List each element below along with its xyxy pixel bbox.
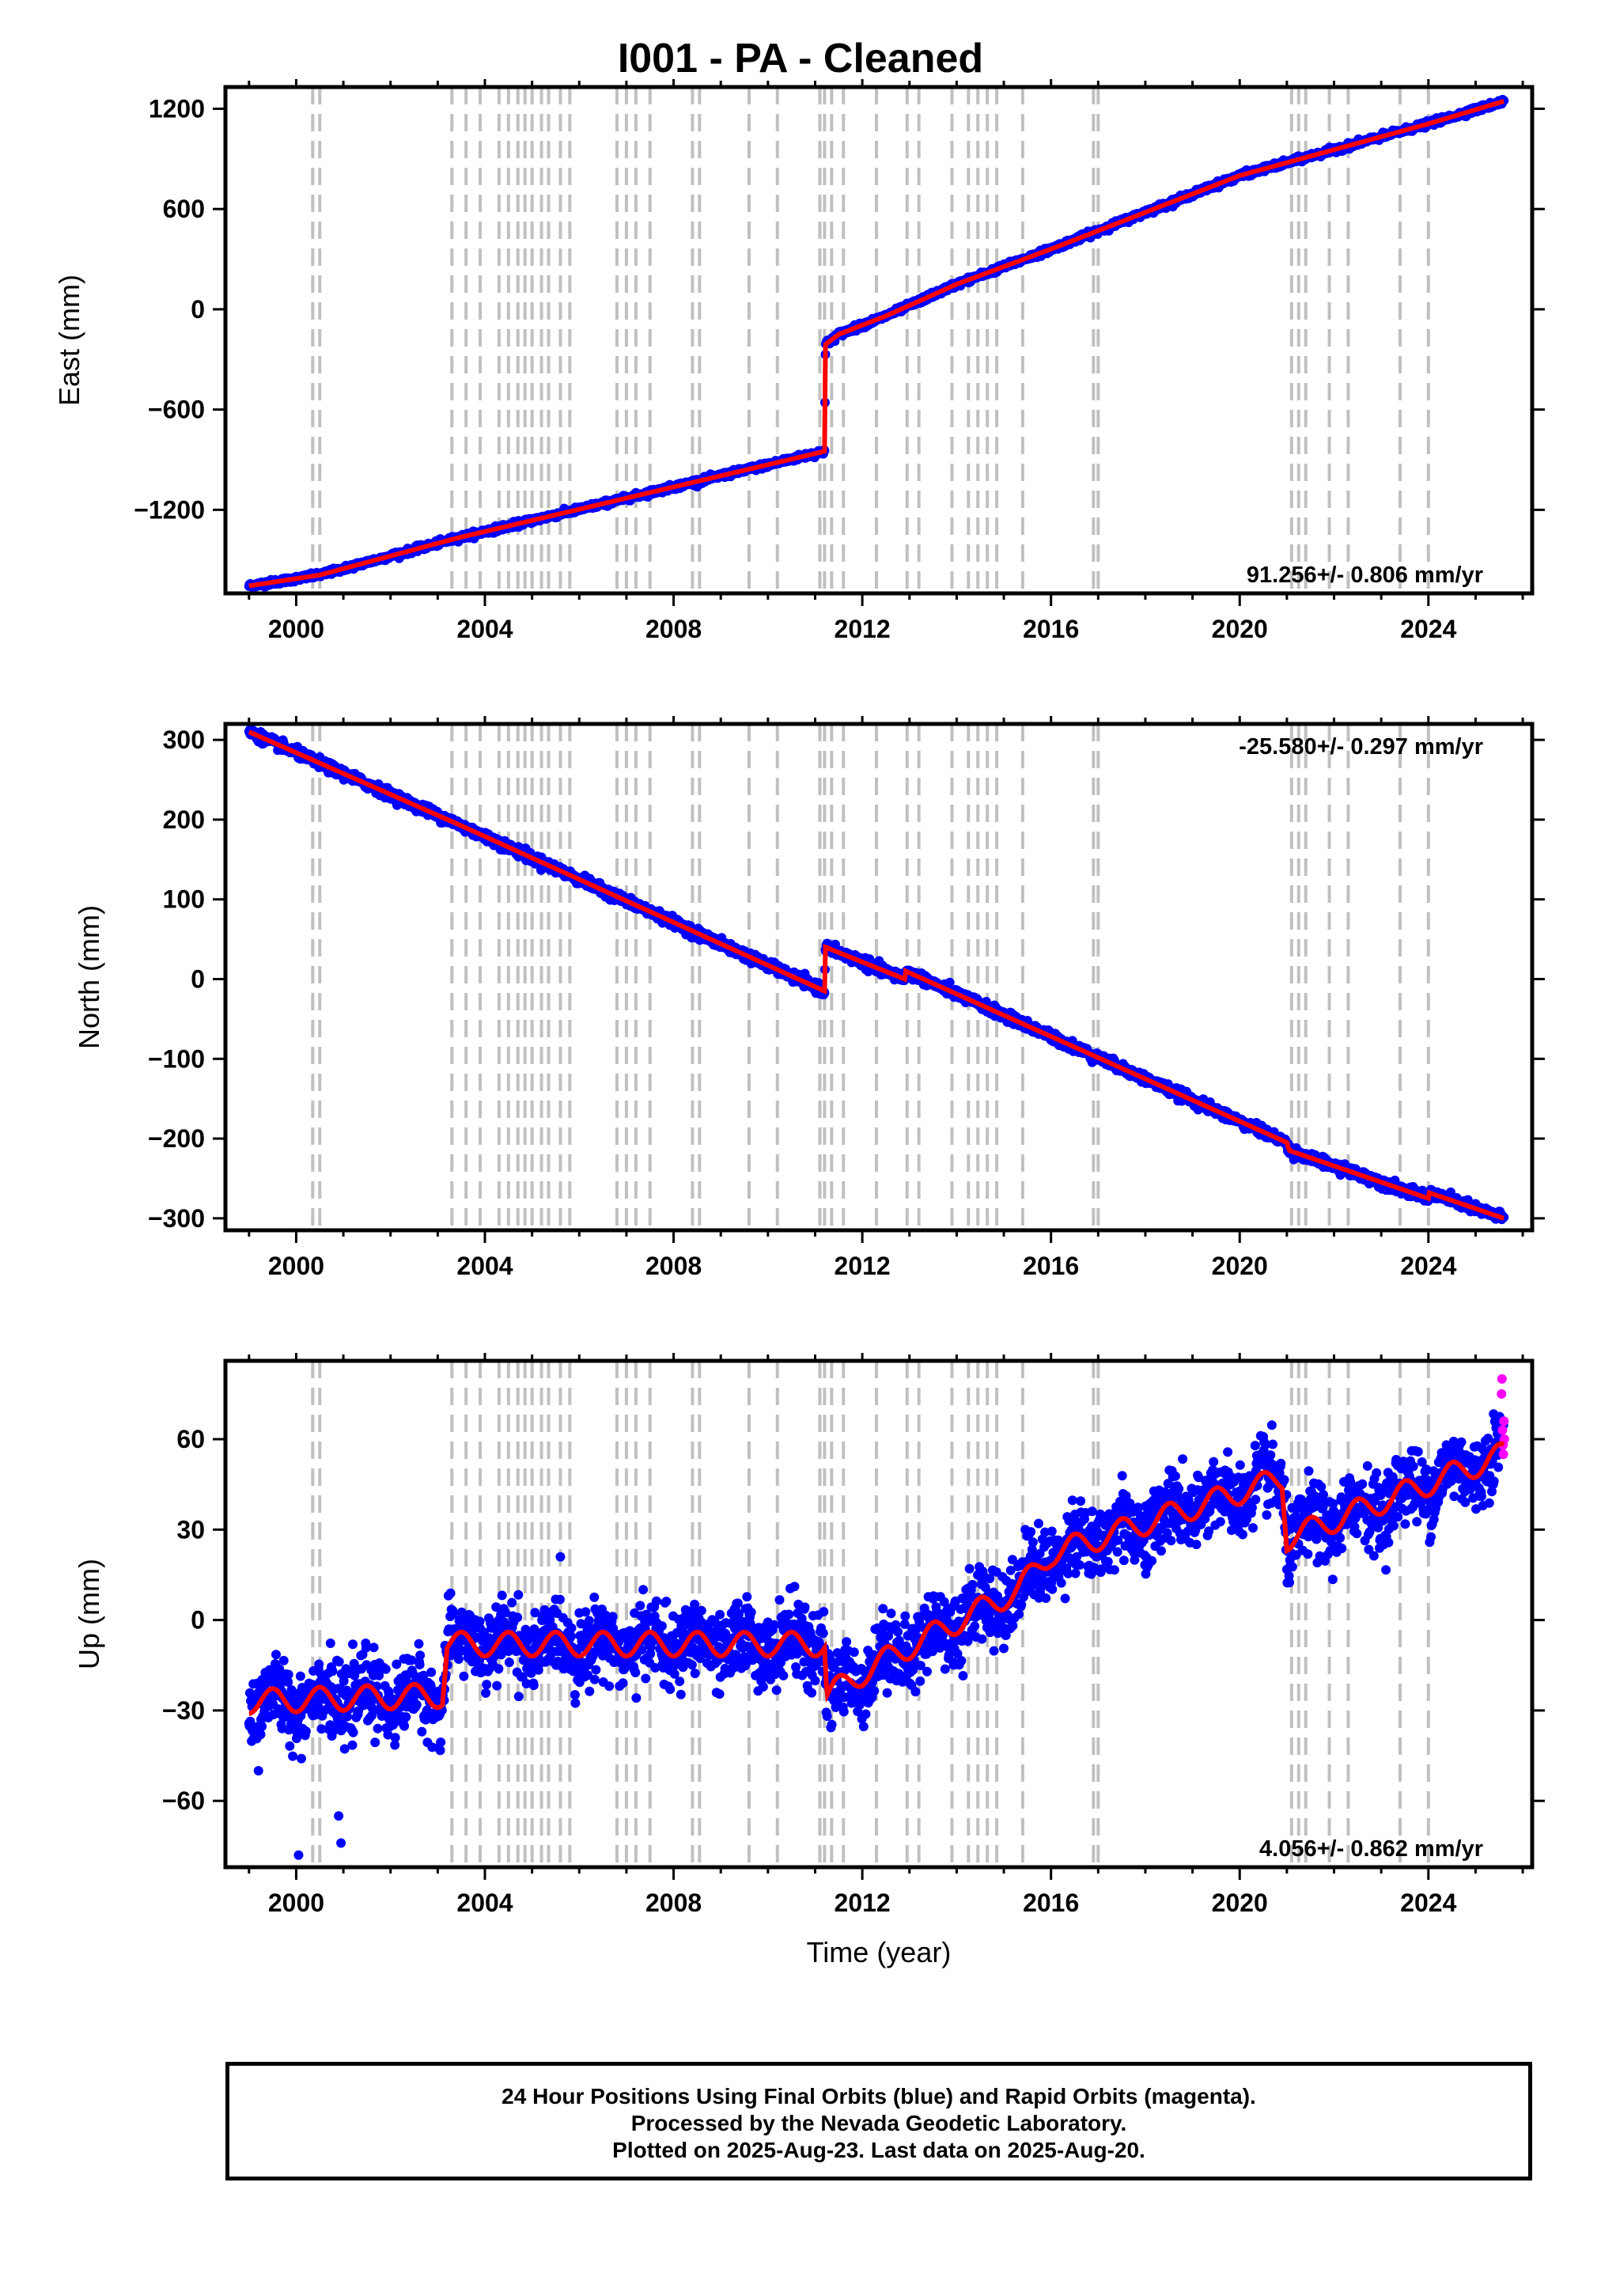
y-tick-label: −600 bbox=[148, 396, 205, 424]
x-tick-label: 2020 bbox=[1212, 615, 1268, 643]
x-tick-label: 2000 bbox=[268, 615, 324, 643]
plot-frame bbox=[223, 85, 1535, 596]
chart-title: I001 - PA - Cleaned bbox=[617, 36, 984, 81]
y-tick-label: 1200 bbox=[149, 94, 205, 123]
plot-area bbox=[244, 724, 1509, 1230]
x-tick-label: 2004 bbox=[456, 615, 513, 643]
plot-area bbox=[244, 87, 1509, 593]
x-tick-label: 2012 bbox=[835, 615, 891, 643]
velocity-label: 91.256+/- 0.806 mm/yr bbox=[1247, 563, 1483, 588]
x-tick-label: 2008 bbox=[645, 615, 702, 643]
final-orbit-points bbox=[244, 725, 1509, 1225]
y-axis-label: East (mm) bbox=[53, 275, 85, 406]
east-panel: 2000 2004 2008 2012 2016 2020 2024 −1200 −600 0 60… bbox=[53, 79, 1545, 643]
x-tick-label: 2024 bbox=[1400, 615, 1456, 643]
y-tick-label: −1200 bbox=[134, 495, 205, 524]
y-tick-label: 600 bbox=[163, 195, 205, 223]
x-tick-label: 2016 bbox=[1023, 615, 1079, 643]
model-line bbox=[248, 99, 1504, 589]
north-panel: 2000 2004 2008 2012 2016 2020 2024−300−200−100… bbox=[73, 716, 1545, 1280]
y-tick-label: 0 bbox=[191, 295, 205, 324]
